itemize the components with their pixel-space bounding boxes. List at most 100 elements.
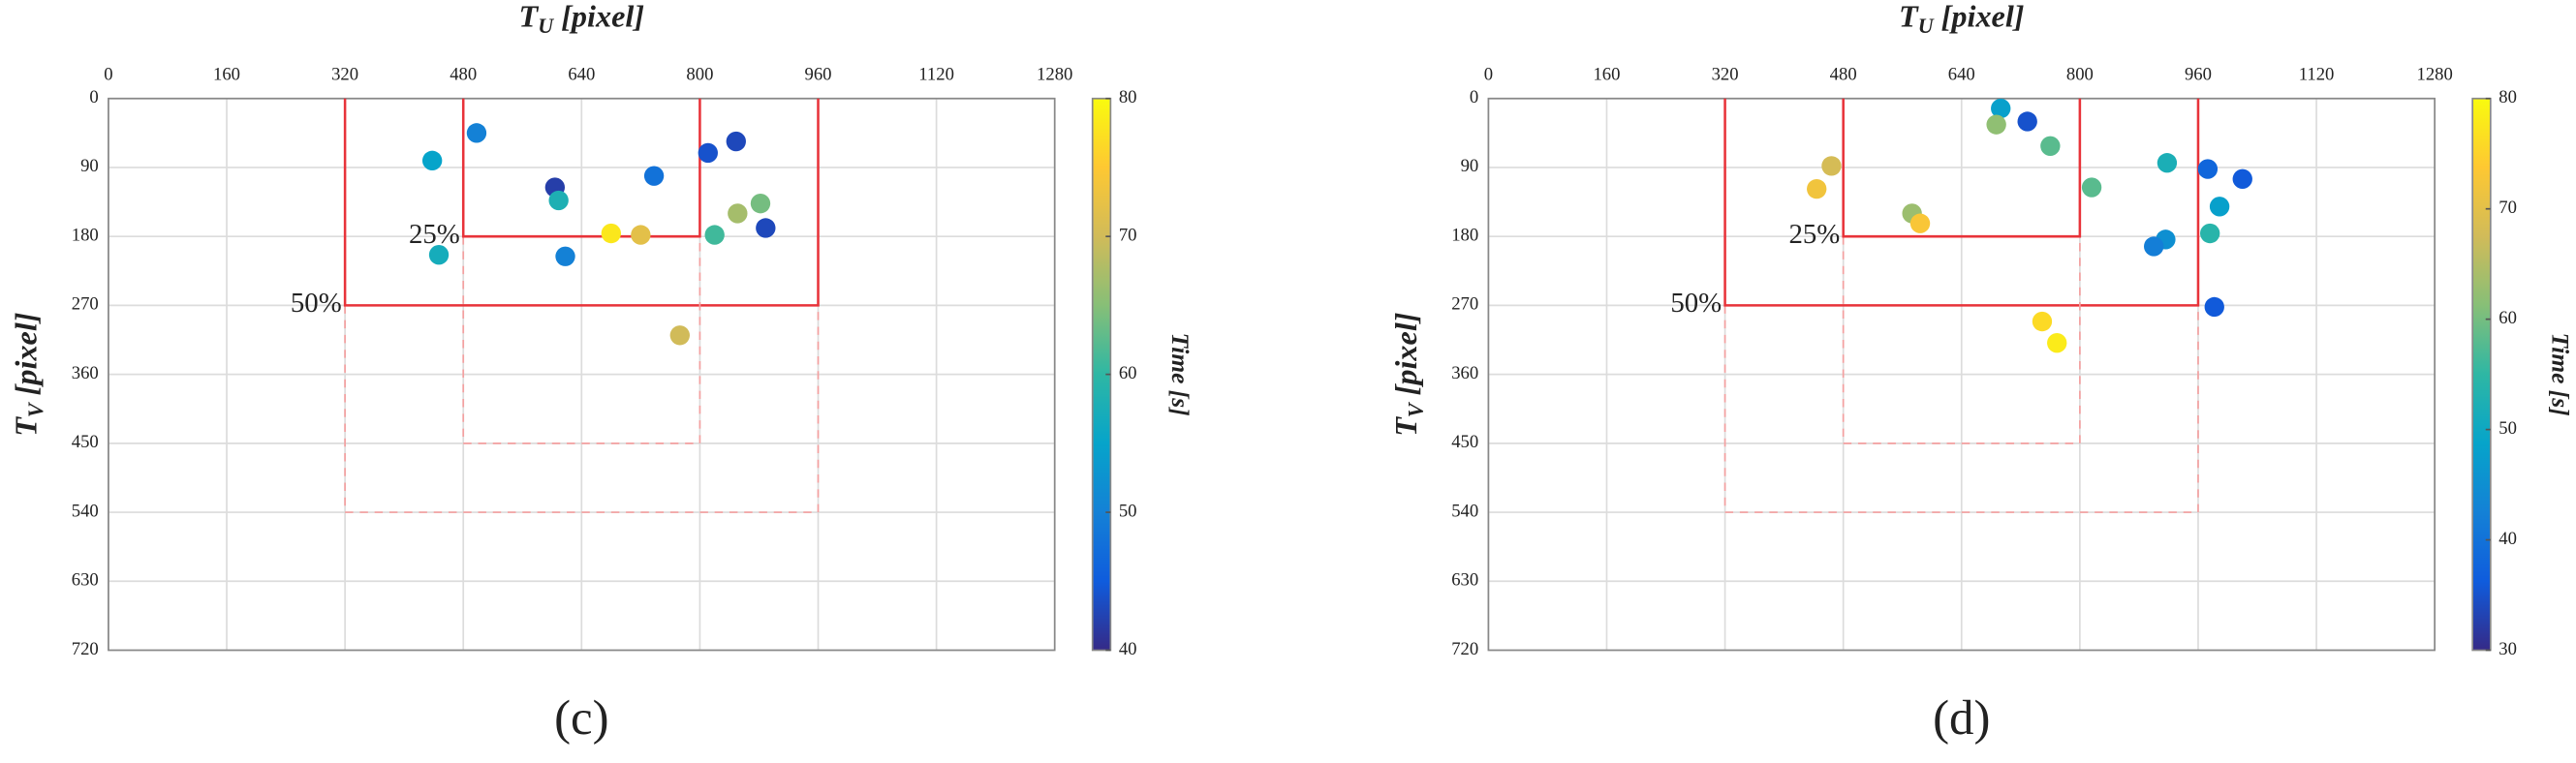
axis-label-part: U xyxy=(1918,14,1935,38)
colorbar-tick-label: 50 xyxy=(2498,418,2517,439)
axis-label-part: V xyxy=(23,401,47,417)
colorbar-tick-label: 30 xyxy=(2498,639,2517,659)
y-tick-label: 360 xyxy=(1451,363,1478,383)
y-tick-label: 90 xyxy=(1461,156,1479,176)
region-label: 25% xyxy=(1788,219,1840,250)
axis-label-part: U xyxy=(538,14,554,38)
x-tick-label: 0 xyxy=(1484,64,1493,84)
region-label: 25% xyxy=(409,219,460,250)
axis-label-part: T xyxy=(9,416,44,437)
x-tick-label: 320 xyxy=(1712,64,1739,84)
colorbar-tick-label: 70 xyxy=(1119,225,1137,245)
axis-label-part: T xyxy=(1388,416,1423,437)
y-tick-label: 270 xyxy=(72,294,99,315)
point xyxy=(643,166,665,186)
point xyxy=(2017,111,2037,132)
y-tick-label: 180 xyxy=(1451,225,1478,245)
point xyxy=(726,131,746,152)
y-tick-label: 180 xyxy=(72,225,99,245)
point xyxy=(2232,168,2252,190)
y-tick-label: 540 xyxy=(1451,501,1478,521)
colorbar-tick-label: 50 xyxy=(1119,501,1137,521)
y-tick-label: 720 xyxy=(1451,639,1478,659)
point xyxy=(2209,197,2230,217)
x-tick-label: 1280 xyxy=(1037,64,1072,84)
x-tick-label: 960 xyxy=(2185,64,2212,84)
x-tick-label: 640 xyxy=(568,64,595,84)
plot-frame xyxy=(1487,97,2436,652)
point xyxy=(555,246,575,266)
colorbar-tick-label: 40 xyxy=(2498,529,2517,549)
x-tick-label: 640 xyxy=(1948,64,1975,84)
point xyxy=(548,190,569,211)
point xyxy=(669,325,690,346)
region-extension xyxy=(462,236,701,444)
axis-label-part: [pixel] xyxy=(1388,312,1423,403)
y-tick-label: 630 xyxy=(1451,570,1478,591)
point xyxy=(466,123,487,143)
point xyxy=(1807,178,1827,199)
axis-label-part: V xyxy=(1404,401,1428,417)
region xyxy=(343,98,820,307)
point xyxy=(601,223,622,244)
axis-label: TU [pixel] xyxy=(1899,0,2024,38)
x-tick-label: 160 xyxy=(1593,64,1620,84)
point xyxy=(2157,153,2178,173)
x-tick-label: 480 xyxy=(450,64,477,84)
panel-label: (c) xyxy=(554,691,608,746)
axis-label-part: T xyxy=(1899,0,1919,34)
y-tick-label: 450 xyxy=(72,432,99,452)
point xyxy=(698,142,718,164)
colorbar-label: Time [s] xyxy=(2547,333,2575,416)
point xyxy=(2200,223,2220,244)
point xyxy=(750,193,771,214)
y-tick-label: 0 xyxy=(1470,87,1478,107)
x-tick-label: 960 xyxy=(805,64,832,84)
y-tick-label: 630 xyxy=(72,570,99,591)
x-tick-label: 320 xyxy=(331,64,358,84)
region-extension xyxy=(1842,236,2081,444)
point xyxy=(2040,136,2061,156)
point xyxy=(756,218,776,238)
colorbar-tick-label: 70 xyxy=(2498,198,2517,218)
region-label: 50% xyxy=(1670,288,1722,319)
point xyxy=(428,245,450,265)
y-tick-label: 540 xyxy=(72,501,99,521)
point xyxy=(1991,98,2011,119)
plot-frame xyxy=(108,97,1056,652)
colorbar-tick-label: 80 xyxy=(2498,87,2517,107)
x-tick-label: 0 xyxy=(104,64,112,84)
point xyxy=(2204,296,2224,318)
axis-label: TU [pixel] xyxy=(519,0,644,38)
axis-label-part: [pixel] xyxy=(553,0,644,34)
region xyxy=(1842,98,2082,238)
x-tick-label: 160 xyxy=(213,64,240,84)
axis-label: TV [pixel] xyxy=(1388,312,1427,436)
x-tick-label: 800 xyxy=(686,64,713,84)
x-tick-label: 800 xyxy=(2066,64,2094,84)
point xyxy=(1909,213,1931,233)
point xyxy=(421,150,443,171)
colorbar xyxy=(2471,97,2492,652)
colorbar-tick-label: 60 xyxy=(2498,308,2517,328)
point xyxy=(2081,177,2102,198)
x-tick-label: 480 xyxy=(1830,64,1857,84)
axis-label-part: T xyxy=(519,0,540,34)
point xyxy=(2032,311,2053,332)
y-tick-label: 270 xyxy=(1451,294,1478,315)
x-tick-label: 1120 xyxy=(918,64,954,84)
y-tick-label: 360 xyxy=(72,363,99,383)
x-tick-label: 1280 xyxy=(2417,64,2453,84)
region xyxy=(461,98,701,238)
point xyxy=(1821,156,1842,176)
y-tick-label: 450 xyxy=(1451,432,1478,452)
chart: 0 160 320 480 640 800 960 1120 1280 0 90 180 270 360 4… xyxy=(1388,0,2574,746)
point xyxy=(1986,114,2006,135)
axis-label-part: [pixel] xyxy=(1934,0,2025,34)
colorbar-tick-label: 80 xyxy=(1119,87,1137,107)
point xyxy=(2047,333,2067,353)
colorbar-tick-label: 60 xyxy=(1119,363,1137,383)
region xyxy=(1723,98,2200,307)
y-tick-label: 0 xyxy=(89,87,98,107)
